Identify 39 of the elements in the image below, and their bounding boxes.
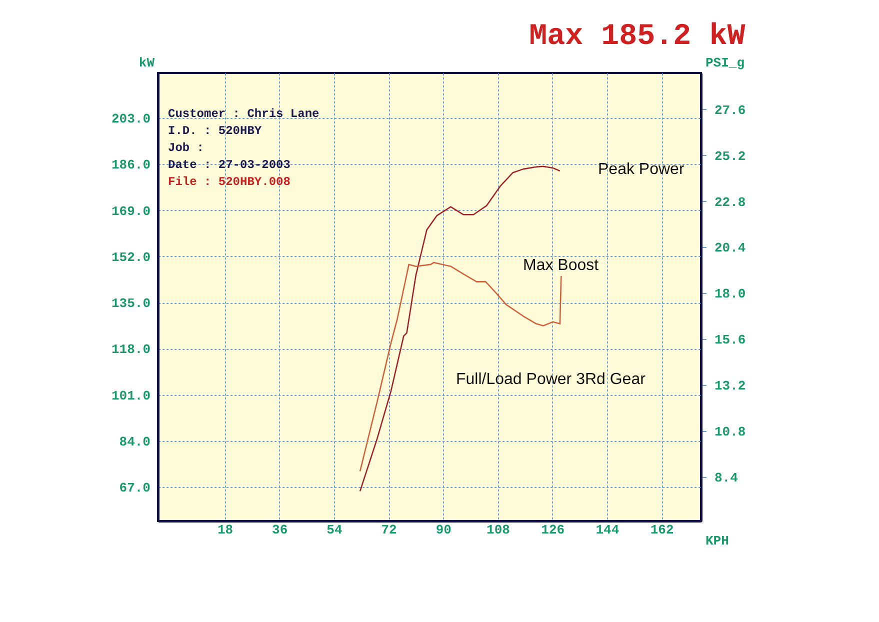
y2-axis-title: PSI_g (706, 56, 745, 70)
annotation: Max Boost (523, 257, 600, 274)
x-tick-label: 72 (381, 522, 398, 538)
y2-tick-label: 27.6 (714, 102, 746, 118)
y2-tick-label: 20.4 (714, 240, 746, 256)
y2-tick-label: 10.8 (714, 424, 746, 440)
annotation: Job : (168, 141, 204, 155)
x-tick-label: 36 (272, 522, 288, 538)
y-tick-label: 101.0 (111, 388, 151, 404)
y-tick-label: 169.0 (111, 204, 151, 219)
y2-tick-label: 15.6 (714, 332, 746, 348)
y-tick-label: 84.0 (119, 434, 151, 450)
x-axis-title: KPH (706, 534, 729, 548)
chart-title: Max 185.2 kW (529, 20, 746, 54)
y2-tick-label: 25.2 (714, 148, 746, 164)
annotation: Date : 27-03-2003 (168, 158, 290, 172)
y-axis-title: kW (138, 56, 155, 70)
y-tick-label: 152.0 (111, 250, 151, 265)
y2-tick-label: 13.2 (714, 378, 746, 394)
y-tick-label: 118.0 (111, 342, 151, 358)
x-tick-label: 90 (436, 522, 452, 538)
y2-tick-label: 22.8 (714, 194, 746, 210)
y-tick-label: 67.0 (119, 480, 151, 496)
y-tick-label: 186.0 (111, 158, 151, 173)
x-tick-label: 144 (596, 522, 620, 538)
x-tick-label: 162 (650, 522, 674, 538)
x-tick-label: 18 (217, 522, 234, 538)
annotation: File : 520HBY.008 (168, 175, 290, 189)
y2-tick-label: 8.4 (714, 470, 738, 486)
x-tick-label: 54 (326, 522, 342, 538)
y-tick-label: 203.0 (111, 112, 151, 127)
annotation: I.D. : 520HBY (168, 124, 262, 138)
annotation: Peak Power (598, 161, 685, 178)
x-tick-label: 126 (541, 522, 565, 538)
y-tick-label: 135.0 (111, 296, 151, 312)
annotation: Full/Load Power 3Rd Gear (456, 371, 646, 388)
x-tick-label: 108 (486, 522, 510, 538)
annotation: Customer : Chris Lane (168, 107, 320, 121)
y2-tick-label: 18.0 (714, 286, 746, 302)
